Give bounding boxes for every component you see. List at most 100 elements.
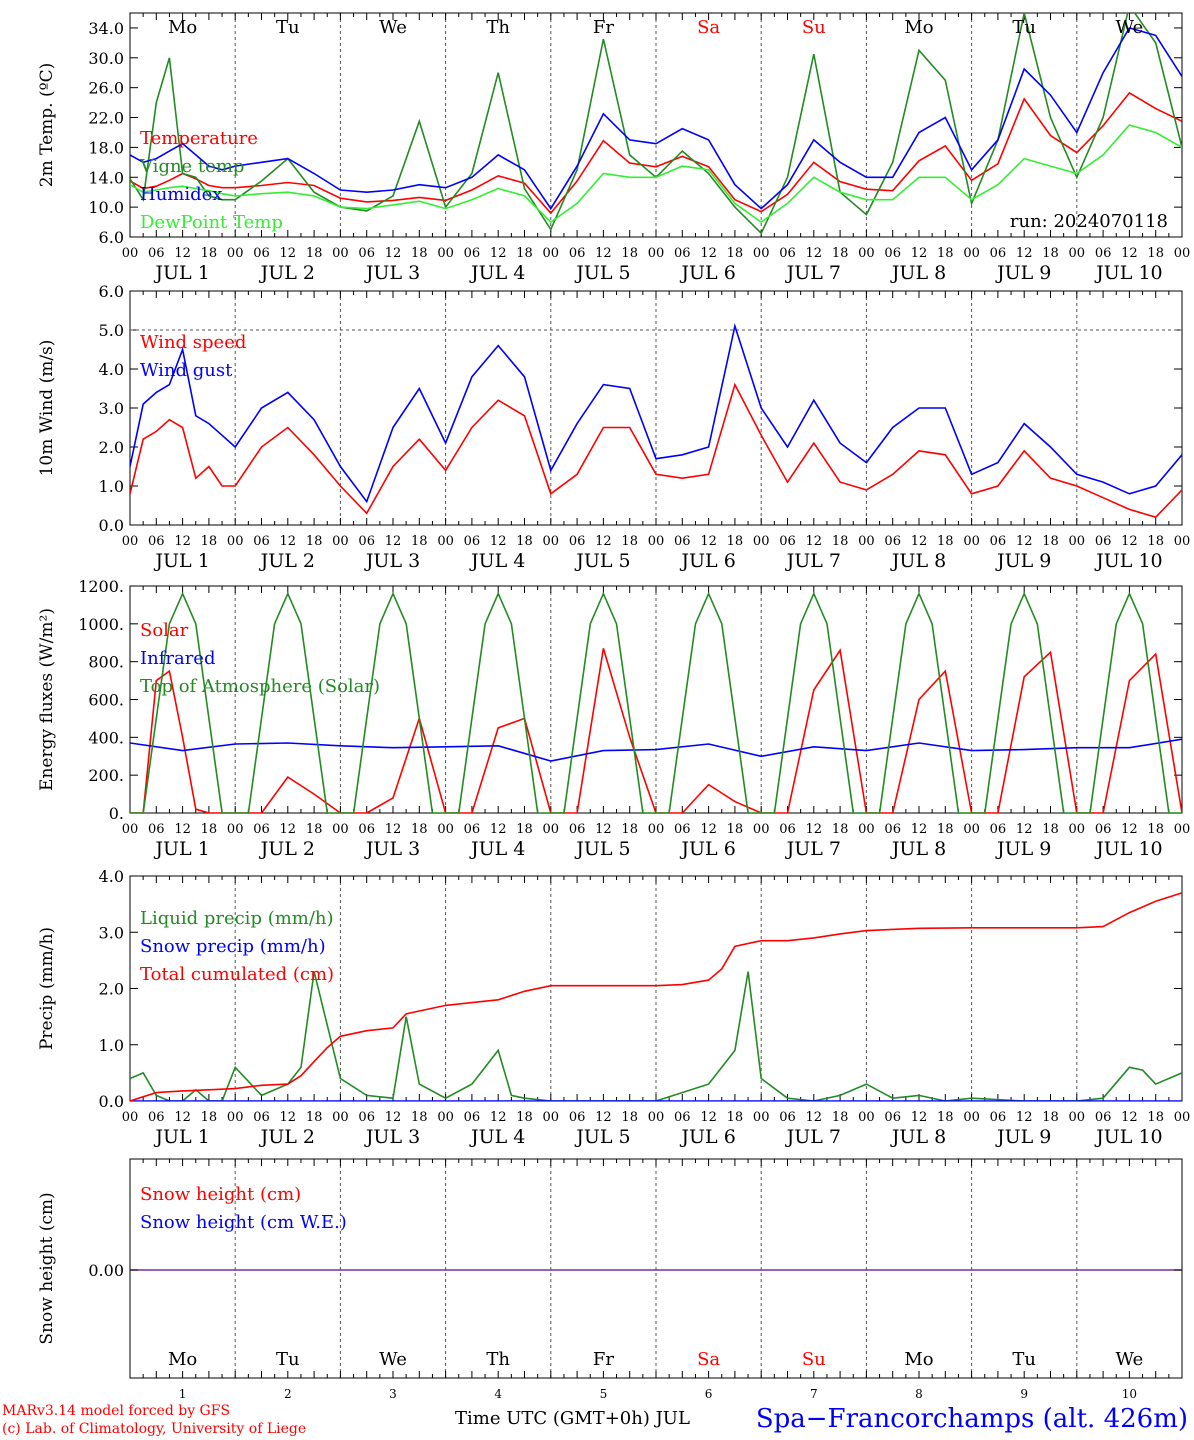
hour-tick-label: 06 xyxy=(253,534,270,549)
y-tick-label: 34.0 xyxy=(88,19,124,38)
hour-tick-label: 12 xyxy=(1016,822,1033,837)
legend-entry: Humidex xyxy=(140,184,222,205)
hour-tick-label: 00 xyxy=(648,822,665,837)
hour-tick-label: 12 xyxy=(174,246,191,261)
y-axis-label: Energy fluxes (W/m²) xyxy=(37,608,57,791)
date-label: JUL 5 xyxy=(574,1126,630,1148)
hour-tick-label: 00 xyxy=(753,246,770,261)
hour-tick-label: 00 xyxy=(122,822,139,837)
plot-frame xyxy=(129,12,1183,238)
hour-tick-label: 00 xyxy=(122,1110,139,1125)
hour-tick-label: 18 xyxy=(832,534,849,549)
hour-tick-label: 18 xyxy=(306,246,323,261)
hour-tick-label: 18 xyxy=(621,246,638,261)
hour-tick-label: 00 xyxy=(437,822,454,837)
hour-tick-label: 18 xyxy=(832,822,849,837)
footer-copyright-line: (c) Lab. of Climatology, University of L… xyxy=(2,1421,306,1437)
weekday-label: Tu xyxy=(1012,17,1036,38)
y-tick-label: 200. xyxy=(88,766,124,785)
hour-tick-label: 00 xyxy=(437,1110,454,1125)
y-tick-label: 6.0 xyxy=(99,228,124,247)
date-label: JUL 6 xyxy=(679,1126,735,1148)
hour-tick-label: 00 xyxy=(858,1110,875,1125)
hour-tick-label: 12 xyxy=(595,822,612,837)
hour-tick-label: 00 xyxy=(227,1110,244,1125)
hour-tick-label: 18 xyxy=(306,822,323,837)
hour-tick-label: 00 xyxy=(1174,822,1191,837)
weekday-label: Tu xyxy=(276,17,300,38)
hour-tick-label: 18 xyxy=(1147,822,1164,837)
day-number: 2 xyxy=(284,1387,292,1401)
y-tick-label: 4.0 xyxy=(99,360,124,379)
date-label: JUL 6 xyxy=(679,838,735,860)
legend-entry: DewPoint Temp xyxy=(140,212,283,233)
hour-tick-label: 06 xyxy=(464,534,481,549)
y-axis-label: 2m Temp. (ºC) xyxy=(37,63,57,188)
hour-tick-label: 12 xyxy=(1016,534,1033,549)
date-label: JUL 2 xyxy=(259,838,315,860)
hour-tick-label: 00 xyxy=(963,246,980,261)
hour-tick-label: 12 xyxy=(280,1110,297,1125)
day-number: 4 xyxy=(494,1387,502,1401)
weekday-label: Mo xyxy=(904,1349,933,1370)
y-tick-label: 10.0 xyxy=(88,198,124,217)
hour-tick-label: 06 xyxy=(779,1110,796,1125)
hour-tick-label: 06 xyxy=(148,534,165,549)
legend-entry: Temperature xyxy=(140,128,258,149)
hour-tick-label: 12 xyxy=(700,1110,717,1125)
y-tick-label: 0.00 xyxy=(88,1261,124,1280)
date-label: JUL 4 xyxy=(469,262,525,284)
date-label: JUL 10 xyxy=(1094,838,1162,860)
legend-entry: Snow height (cm) xyxy=(140,1184,301,1205)
hour-tick-label: 12 xyxy=(1016,1110,1033,1125)
weekday-label: We xyxy=(379,17,407,38)
chart-panels: 2m Temp. (ºC)6.010.014.018.022.026.030.0… xyxy=(37,12,1191,1401)
legend-entry: Snow height (cm W.E.) xyxy=(140,1212,347,1233)
hour-tick-label: 00 xyxy=(437,534,454,549)
hour-tick-label: 18 xyxy=(727,1110,744,1125)
panel-temperature: 2m Temp. (ºC) 6.0 10.0 14.0 18.0 22.0 26.0 30.0… xyxy=(37,12,1191,284)
hour-tick-label: 18 xyxy=(832,246,849,261)
y-tick-label: 22.0 xyxy=(88,109,124,128)
hour-tick-label: 18 xyxy=(1042,534,1059,549)
hour-tick-label: 12 xyxy=(806,822,823,837)
date-label: JUL 4 xyxy=(469,550,525,572)
hour-tick-label: 06 xyxy=(674,246,691,261)
date-label: JUL 3 xyxy=(364,550,420,572)
hour-tick-label: 18 xyxy=(411,534,428,549)
date-label: JUL 9 xyxy=(995,838,1051,860)
weekday-label: Su xyxy=(802,17,826,38)
y-tick-label: 30.0 xyxy=(88,49,124,68)
hour-tick-label: 18 xyxy=(516,246,533,261)
hour-tick-label: 00 xyxy=(1174,246,1191,261)
y-tick-label: 3.0 xyxy=(99,923,124,942)
y-tick-label: 5.0 xyxy=(99,321,124,340)
hour-tick-label: 12 xyxy=(1016,246,1033,261)
date-label: JUL 8 xyxy=(890,1126,946,1148)
y-tick-label: 26.0 xyxy=(88,79,124,98)
hour-tick-label: 18 xyxy=(201,534,218,549)
y-tick-label: 400. xyxy=(88,728,124,747)
weekday-label: Tu xyxy=(1012,1349,1036,1370)
y-tick-label: 1200. xyxy=(78,577,124,596)
y-tick-label: 18.0 xyxy=(88,138,124,157)
day-number: 8 xyxy=(915,1387,923,1401)
legend-entry: Vigne temp xyxy=(139,156,244,177)
hour-tick-label: 06 xyxy=(1095,534,1112,549)
hour-tick-label: 18 xyxy=(1042,1110,1059,1125)
hour-tick-label: 06 xyxy=(884,246,901,261)
hour-tick-label: 06 xyxy=(358,246,375,261)
hour-tick-label: 06 xyxy=(1095,822,1112,837)
hour-tick-label: 12 xyxy=(490,534,507,549)
hour-tick-label: 00 xyxy=(543,534,560,549)
weekday-label: Th xyxy=(486,17,510,38)
hour-tick-label: 18 xyxy=(937,1110,954,1125)
hour-tick-label: 00 xyxy=(1174,1110,1191,1125)
date-label: JUL 10 xyxy=(1094,262,1162,284)
hour-tick-label: 18 xyxy=(201,1110,218,1125)
date-label: JUL 8 xyxy=(890,550,946,572)
hour-tick-label: 06 xyxy=(884,822,901,837)
weekday-label: Th xyxy=(486,1349,510,1370)
date-label: JUL 2 xyxy=(259,262,315,284)
legend-entry: Top of Atmosphere (Solar) xyxy=(140,676,380,697)
